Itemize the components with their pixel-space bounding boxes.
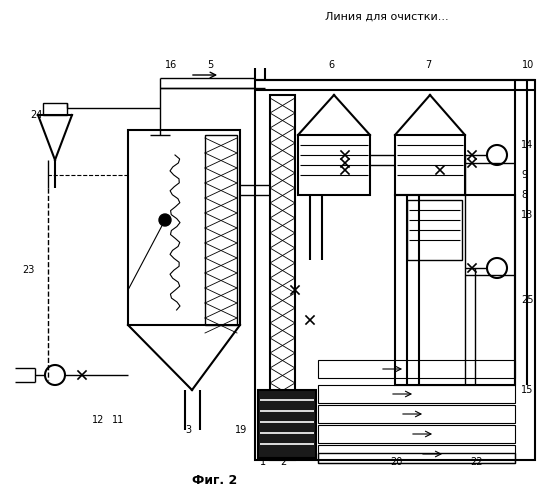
Bar [255,80,535,460]
Text: Фиг. 2: Фиг. 2 [193,474,237,487]
Text: 11: 11 [112,415,124,425]
Bar [43,103,67,115]
Text: 1: 1 [260,457,266,467]
Text: 2: 2 [280,457,286,467]
Text: 20: 20 [390,457,403,467]
Bar [318,385,515,403]
Text: 6: 6 [328,60,334,70]
Text: 13: 13 [521,210,533,220]
Text: 5: 5 [207,60,213,70]
Bar [205,135,237,325]
Bar [298,135,370,195]
Bar [270,95,295,460]
Text: 9: 9 [521,170,527,180]
Text: 22: 22 [470,457,483,467]
Bar [407,200,462,260]
Bar [318,445,515,463]
Text: 16: 16 [165,60,178,70]
Text: 12: 12 [92,415,104,425]
Text: 14: 14 [521,140,533,150]
Circle shape [159,214,171,226]
Text: 19: 19 [235,425,248,435]
Bar [318,405,515,423]
Text: 23: 23 [22,265,34,275]
Text: 15: 15 [521,385,533,395]
Text: 25: 25 [521,295,534,305]
Bar [395,135,465,195]
Bar [318,453,515,463]
Text: 7: 7 [425,60,431,70]
Bar [395,195,515,385]
Text: 8: 8 [521,190,527,200]
Bar [128,130,240,325]
Bar [258,390,316,458]
Bar [318,360,515,378]
Text: Линия для очистки...: Линия для очистки... [325,12,449,22]
Text: 24: 24 [30,110,43,120]
Text: 3: 3 [185,425,191,435]
Text: 10: 10 [522,60,534,70]
Bar [318,425,515,443]
